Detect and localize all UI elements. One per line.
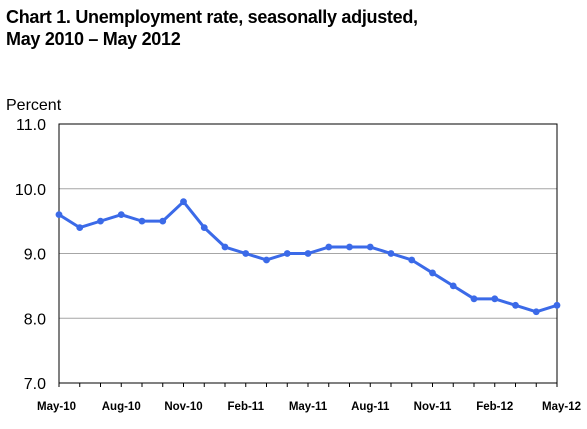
data-point-Oct-11: [408, 256, 416, 264]
chart-title-line-2: May 2010 – May 2012: [6, 29, 181, 49]
chart-title: Chart 1. Unemployment rate, seasonally a…: [6, 6, 581, 50]
x-tick-label: Nov-11: [414, 401, 452, 413]
data-point-Nov-11: [429, 269, 436, 277]
data-point-Jul-11: [346, 243, 353, 251]
x-tick-label: Aug-10: [102, 401, 141, 413]
data-point-Sep-11: [387, 250, 395, 257]
data-point-May-11: [304, 250, 312, 257]
x-tick-label: Feb-12: [476, 401, 513, 413]
data-point-Aug-10: [117, 211, 125, 219]
data-point-Feb-11: [242, 250, 250, 257]
chart-title-line-1: Chart 1. Unemployment rate, seasonally a…: [6, 7, 418, 27]
data-point-Sep-10: [138, 217, 146, 225]
y-tick-label: 10.0: [15, 182, 46, 199]
data-point-Apr-11: [283, 250, 291, 257]
y-tick-label: 7.0: [24, 376, 46, 393]
x-tick-label: May-11: [289, 401, 328, 413]
data-point-Feb-12: [491, 295, 499, 303]
x-tick-label: Nov-10: [164, 401, 202, 413]
data-point-Aug-11: [366, 243, 374, 251]
data-point-Apr-12: [532, 308, 540, 316]
y-tick-label: 8.0: [24, 311, 46, 328]
data-point-Jun-11: [325, 243, 333, 251]
data-point-Jan-12: [470, 295, 478, 303]
data-point-Mar-11: [263, 256, 270, 264]
y-tick-label: 9.0: [24, 247, 46, 264]
data-point-May-10: [55, 211, 63, 219]
data-point-Jun-10: [76, 224, 84, 232]
x-tick-label: Feb-11: [228, 401, 265, 413]
data-point-Jan-11: [221, 243, 229, 251]
y-axis-label: Percent: [6, 97, 62, 114]
y-axis-ticks: 7.0 8.0 9.0 10.0 11.0: [15, 117, 46, 393]
data-point-Mar-12: [512, 301, 519, 309]
x-axis-ticks: May-10 Aug-10 Nov-10 Feb-11 May-11 Aug-11 Nov-…: [37, 383, 581, 413]
data-point-Jul-10: [97, 217, 104, 225]
data-point-May-12: [553, 301, 561, 309]
x-tick-label: Aug-11: [351, 401, 390, 413]
data-point-Dec-10: [200, 224, 208, 232]
x-tick-label: May-10: [37, 401, 76, 413]
data-point-Oct-10: [159, 217, 167, 225]
y-tick-label: 11.0: [16, 117, 46, 134]
data-point-Nov-10: [180, 198, 187, 206]
series-layer: [55, 198, 561, 316]
data-point-Dec-11: [449, 282, 457, 290]
x-tick-label: May-12: [542, 401, 581, 413]
